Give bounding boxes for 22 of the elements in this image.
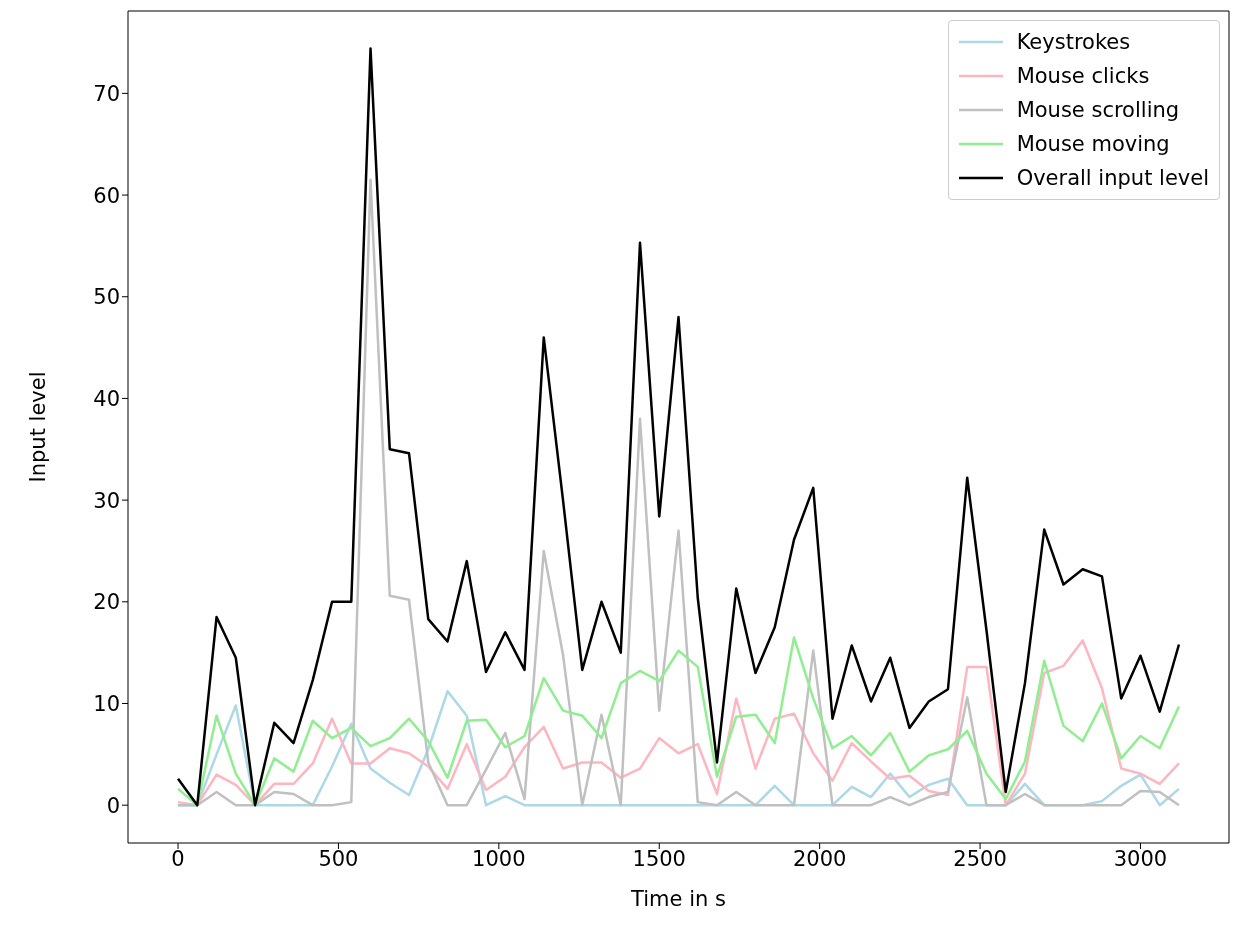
y-tick-label: 30 [93, 488, 120, 513]
legend-label: Mouse scrolling [1016, 97, 1180, 124]
x-tick-label: 3000 [1113, 846, 1168, 871]
y-tick-label: 40 [93, 386, 120, 411]
x-tick-label: 2500 [953, 846, 1007, 871]
x-axis-title: Time in s [630, 886, 726, 911]
y-tick-label: 10 [93, 691, 120, 716]
x-tick-label: 0 [171, 846, 185, 871]
x-tick-label: 500 [318, 846, 359, 871]
legend-label: Mouse moving [1016, 131, 1170, 158]
x-tick-label: 1500 [632, 846, 686, 871]
y-axis-title: Input level [26, 371, 51, 483]
x-tick-label: 1000 [472, 846, 526, 871]
x-tick-label: 2000 [792, 846, 847, 871]
y-tick-label: 50 [93, 285, 120, 310]
legend-label: Mouse clicks [1016, 63, 1150, 90]
legend-label: Keystrokes [1016, 29, 1131, 56]
legend-label: Overall input level [1016, 165, 1209, 192]
y-tick-label: 60 [93, 183, 120, 208]
y-tick-label: 0 [106, 793, 120, 818]
y-tick-label: 70 [93, 81, 120, 106]
y-tick-label: 20 [93, 590, 120, 615]
